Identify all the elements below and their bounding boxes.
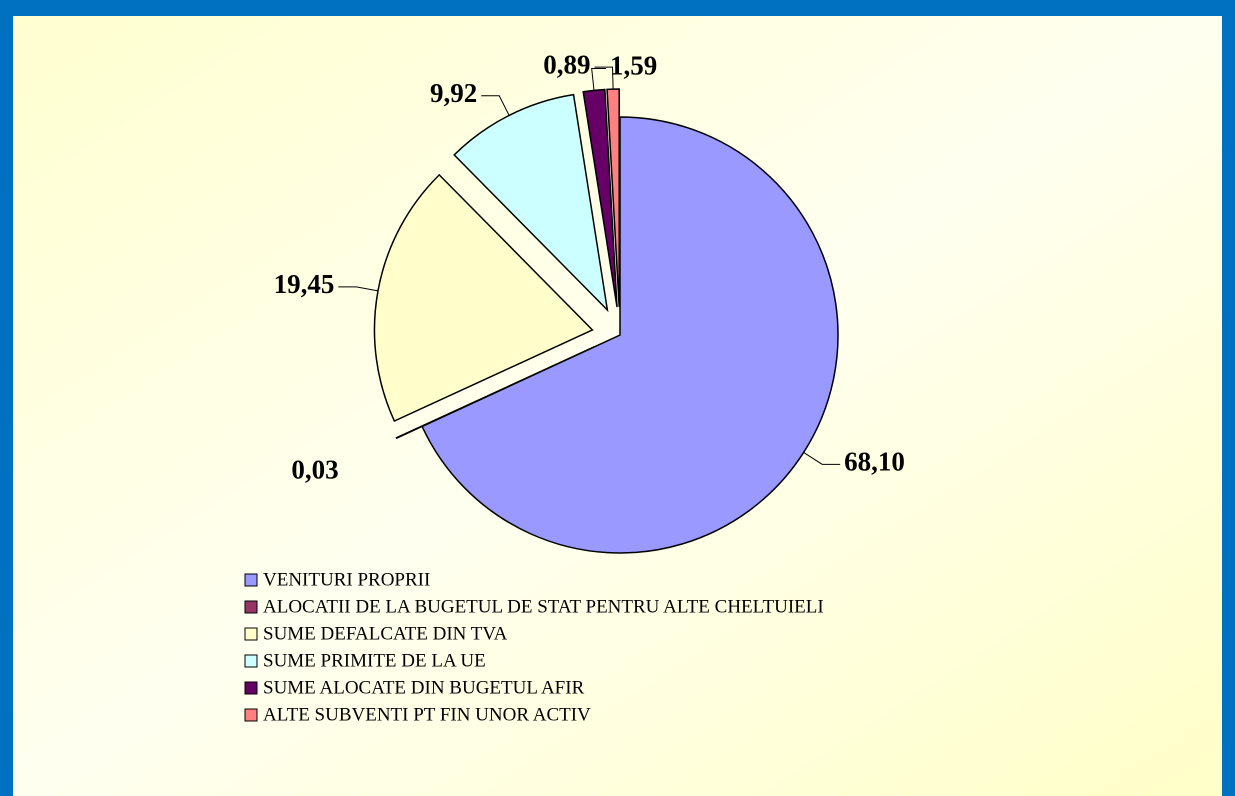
data-label: 0,03 [291,454,338,484]
data-label: 68,10 [844,447,905,477]
legend-label: SUME ALOCATE DIN BUGETUL AFIR [263,677,585,698]
legend-swatch [244,654,258,668]
legend-label: VENITURI PROPRII [263,569,430,590]
pie-slice [395,346,595,440]
leader-line [338,286,379,292]
leader-line [481,95,510,116]
legend-swatch [244,708,258,722]
leader-line [591,68,606,91]
legend-label: SUME DEFALCATE DIN TVA [263,623,508,644]
data-label: 1,59 [610,51,657,81]
legend-label: SUME PRIMITE DE LA UE [263,650,486,671]
legend-swatch [244,573,258,587]
legend-label: ALTE SUBVENTI PT FIN UNOR ACTIV [263,704,591,725]
legend-swatch [244,627,258,641]
legend-label: ALOCATII DE LA BUGETUL DE STAT PENTRU AL… [263,596,824,617]
leader-line [803,452,841,465]
legend-swatch [244,681,258,695]
data-label: 0,89 [543,49,590,79]
leader-line [594,66,614,90]
data-label: 9,92 [430,78,477,108]
legend-swatch [244,600,258,614]
data-label: 19,45 [274,269,335,299]
